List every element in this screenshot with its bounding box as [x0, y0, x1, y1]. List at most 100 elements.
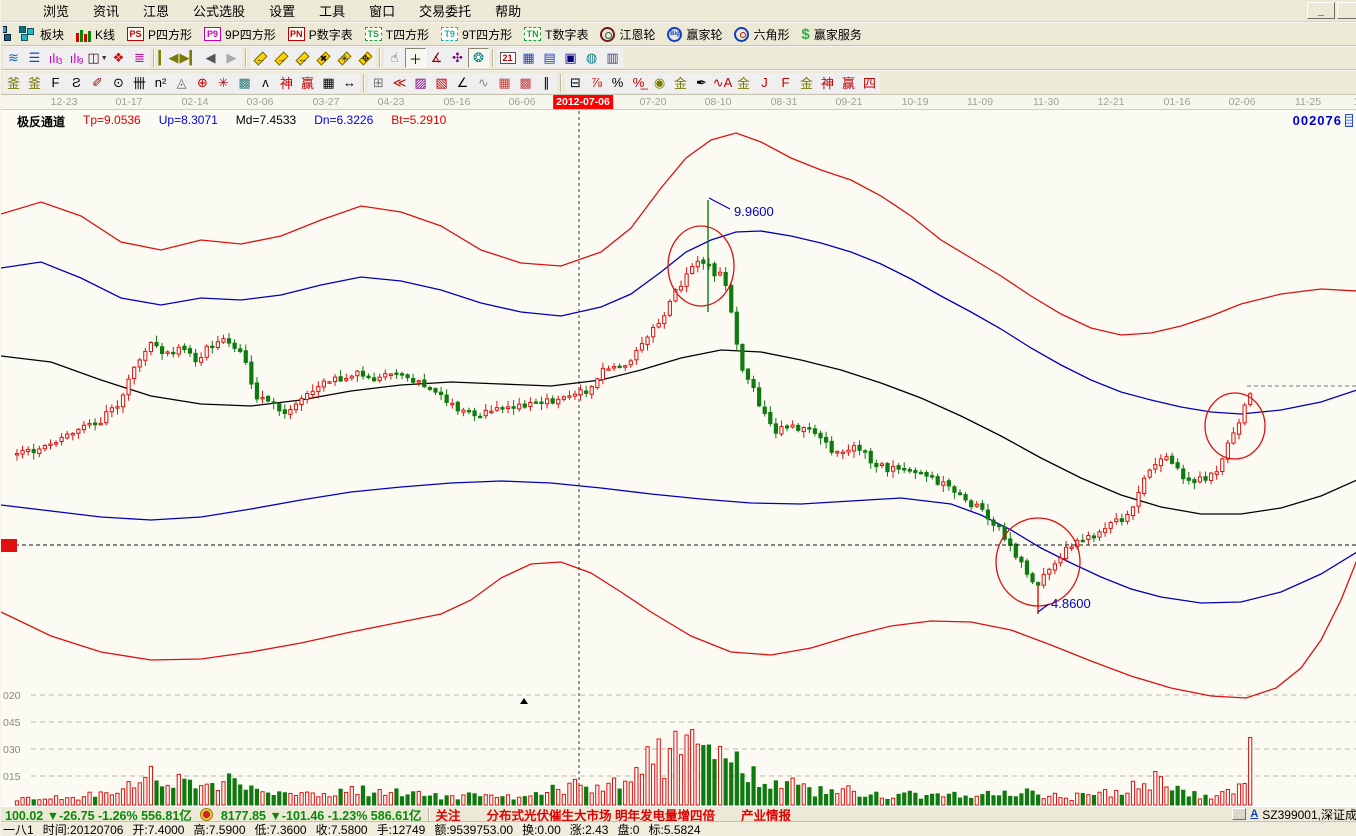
gold-circle-icon[interactable]: ◉	[649, 72, 670, 93]
zoom-all-icon[interactable]: ✥	[355, 48, 376, 68]
si-line-icon[interactable]: 四	[859, 72, 880, 93]
fibonacci-f-icon[interactable]: F	[45, 72, 66, 93]
ying-line-icon[interactable]: 赢	[838, 72, 859, 93]
gann-box-2-icon[interactable]: 釜	[24, 72, 45, 93]
menu-3[interactable]: 公式选股	[193, 4, 246, 19]
j-line-icon[interactable]: J	[754, 72, 775, 93]
minimize-button[interactable]: _	[1307, 2, 1335, 19]
news-headline[interactable]: 分布式光伏催生大市场 明年发电量增四倍	[486, 808, 716, 822]
announce-icon[interactable]: A	[1250, 808, 1259, 820]
pct-7-icon[interactable]: ⅞	[586, 72, 607, 93]
rocket-mark-icon[interactable]: ✐	[87, 72, 108, 93]
info-doc-icon[interactable]: ☰	[24, 48, 45, 68]
gann-wheel-button[interactable]: 江恩轮	[594, 24, 661, 45]
shen-tool-icon[interactable]: 神	[276, 72, 297, 93]
grid-red-2-icon[interactable]: ▩	[515, 72, 536, 93]
kline-style-icon[interactable]: ◫ ▼	[87, 48, 108, 68]
news-extra[interactable]: 产业情报	[741, 808, 792, 822]
export-web-icon[interactable]: ◍	[581, 48, 602, 68]
price-chart-canvas[interactable]: 020 045 030 015 9.9600 4.8600	[1, 110, 1356, 806]
calendar-21-icon[interactable]: 21	[497, 48, 518, 68]
next-bar-icon[interactable]: ▶	[221, 48, 242, 68]
price-scale-icon[interactable]: ⊟	[565, 72, 586, 93]
ruler-ticks-icon[interactable]: 卌	[129, 72, 150, 93]
browse-pic-icon[interactable]: ≋	[3, 48, 24, 68]
expand-h-icon[interactable]: ↔	[292, 48, 313, 68]
zigzag-icon[interactable]: ∿	[473, 72, 494, 93]
t-number-table-button[interactable]: TN T数字表	[518, 24, 594, 45]
p-number-table-button[interactable]: PN P数字表	[282, 24, 359, 45]
circle-cross-icon[interactable]: ⊕	[192, 72, 213, 93]
shift-right-icon[interactable]: →	[271, 48, 292, 68]
9p-square-button[interactable]: P9 9P四方形	[198, 24, 282, 45]
gold-line-icon[interactable]: 金	[733, 72, 754, 93]
p-square-button[interactable]: PS P四方形	[121, 24, 198, 45]
t-square-button[interactable]: TS T四方形	[359, 24, 435, 45]
winner-wheel-button[interactable]: Big 赢家轮	[661, 24, 728, 45]
menu-0[interactable]: 浏览	[43, 4, 70, 19]
menu-6[interactable]: 窗口	[369, 4, 396, 19]
menu-7[interactable]: 交易委托	[419, 4, 472, 19]
ink-pen-icon[interactable]: ✒	[691, 72, 712, 93]
gold-angle-icon[interactable]: 金	[796, 72, 817, 93]
clipped-window-button[interactable]	[1337, 2, 1356, 19]
trend-line-icon[interactable]: ∠	[452, 72, 473, 93]
pan-hand-icon[interactable]: ☝	[384, 48, 405, 68]
prev-bar-icon[interactable]: ◀	[200, 48, 221, 68]
first-bar-icon[interactable]: ▎◀	[158, 48, 179, 68]
ying-tool-icon[interactable]: 赢	[297, 72, 318, 93]
menu-4[interactable]: 设置	[269, 4, 296, 19]
save-icon[interactable]: ▣	[560, 48, 581, 68]
star-rays-icon[interactable]: ✳	[213, 72, 234, 93]
gann-tool-icon[interactable]: ✣	[447, 48, 468, 68]
splitter-button[interactable]	[1232, 808, 1247, 820]
chart-9-icon[interactable]: ılı 9	[66, 48, 87, 68]
angle-fan-icon[interactable]: ◬	[171, 72, 192, 93]
9t-square-button[interactable]: T9 9T四方形	[435, 24, 518, 45]
crosshair-icon[interactable]: ＋	[405, 48, 426, 68]
n-square-icon[interactable]: n²	[150, 72, 171, 93]
menu-8[interactable]: 帮助	[495, 4, 522, 19]
news-ticker[interactable]: 关注 分布式光伏催生大市场 明年发电量增四倍 产业情报	[435, 807, 1233, 822]
calculator-icon[interactable]: ▦	[518, 48, 539, 68]
winner-service-button[interactable]: $ 赢家服务	[796, 24, 868, 45]
gold-section-icon[interactable]: 金	[670, 72, 691, 93]
box-fan-icon[interactable]: ▧	[431, 72, 452, 93]
gann-box-1-icon[interactable]: 釜	[3, 72, 24, 93]
a-wave-icon[interactable]: ∿A	[712, 72, 733, 93]
shen-line-icon[interactable]: 神	[817, 72, 838, 93]
angle-measure-icon[interactable]: ∡	[426, 48, 447, 68]
news-tag[interactable]: 关注	[435, 808, 461, 822]
compress-h-icon[interactable]: ✖	[313, 48, 334, 68]
zoom-in-icon[interactable]: ✳	[334, 48, 355, 68]
gann-knot-icon[interactable]: ❖	[108, 48, 129, 68]
span-measure-icon[interactable]: ↔	[339, 72, 360, 93]
sector-button[interactable]: 板块	[12, 24, 70, 45]
menu-2[interactable]: 江恩	[143, 4, 170, 19]
spiral-icon[interactable]: Ƨ	[66, 72, 87, 93]
net-grid-icon[interactable]: ▩	[234, 72, 255, 93]
pct-line-icon[interactable]: %̲	[628, 72, 649, 93]
grid-red-1-icon[interactable]: ▦	[494, 72, 515, 93]
wave-mark-icon[interactable]: ʌ	[255, 72, 276, 93]
menu-1[interactable]: 资讯	[93, 4, 120, 19]
poly-box-icon[interactable]: ▨	[410, 72, 431, 93]
chart-area[interactable]: 020 045 030 015 9.9600 4.8600 极反通道 Tp=9.0536 U…	[1, 110, 1356, 806]
f-line-icon[interactable]: F	[775, 72, 796, 93]
chart-3-icon[interactable]: ılı 3	[45, 48, 66, 68]
remote-pc-icon[interactable]: ▥	[602, 48, 623, 68]
fan-lines-icon[interactable]: ≪	[389, 72, 410, 93]
gann-circle-icon[interactable]: ⊙	[108, 72, 129, 93]
menu-5[interactable]: 工具	[319, 4, 346, 19]
last-bar-icon[interactable]: ▶▎	[179, 48, 200, 68]
ruler-123-icon[interactable]: ▦	[318, 72, 339, 93]
histogram-icon[interactable]: ≣	[129, 48, 150, 68]
auto-channel-icon[interactable]: ❂	[468, 48, 489, 68]
shift-left-icon[interactable]: ←	[250, 48, 271, 68]
parallel-lines-icon[interactable]: ∥	[536, 72, 557, 93]
notes-icon[interactable]: ▤	[539, 48, 560, 68]
hexagon-button[interactable]: 六角形	[728, 24, 795, 45]
kline-button[interactable]: K线	[70, 24, 121, 45]
percent-icon[interactable]: %	[607, 72, 628, 93]
measure-box-icon[interactable]: ⊞	[368, 72, 389, 93]
